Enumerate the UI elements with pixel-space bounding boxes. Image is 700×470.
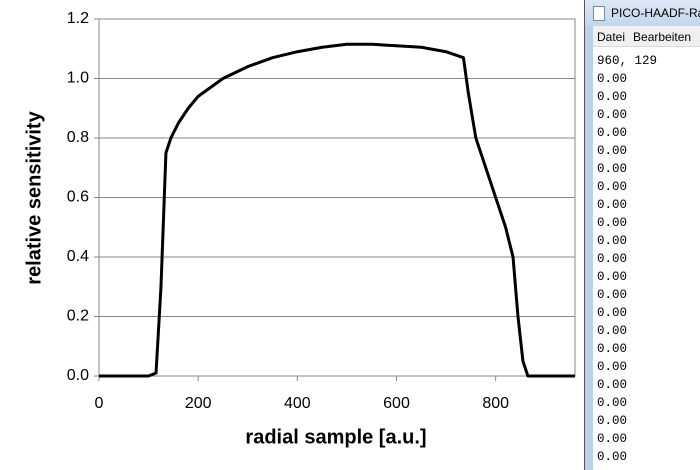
text-line: 0.00 bbox=[597, 324, 628, 338]
text-line: 0.00 bbox=[597, 72, 628, 86]
text-line: 0.00 bbox=[597, 450, 628, 464]
text-line: 0.00 bbox=[597, 198, 628, 212]
text-line: 0.00 bbox=[597, 432, 628, 446]
window-frame bbox=[585, 26, 593, 470]
text-line: 0.00 bbox=[597, 270, 628, 284]
y-tick-label: 0.2 bbox=[67, 308, 89, 325]
x-tick-label: 200 bbox=[185, 395, 212, 412]
text-line: 0.00 bbox=[597, 252, 628, 266]
y-axis-title: relative sensitivity bbox=[23, 110, 45, 284]
text-content: 960, 129 0.00 0.00 0.00 0.00 0.00 0.00 0.00 0.00… bbox=[585, 47, 700, 466]
text-line: 0.00 bbox=[597, 162, 628, 176]
text-line: 0.00 bbox=[597, 108, 628, 122]
menu-item[interactable]: Datei bbox=[597, 30, 626, 44]
text-line: 960, 129 bbox=[597, 54, 658, 68]
text-line: 0.00 bbox=[597, 288, 628, 302]
y-tick-label: 1.0 bbox=[67, 70, 89, 87]
y-tick-label: 0.8 bbox=[67, 129, 89, 146]
y-tick-label: 1.2 bbox=[67, 10, 89, 27]
notepad-window[interactable]: PICO-HAADF-Ra Datei Bearbeiten 960, 129 0.… bbox=[584, 0, 700, 470]
text-line: 0.00 bbox=[597, 216, 628, 230]
text-line: 0.00 bbox=[597, 342, 628, 356]
text-line: 0.00 bbox=[597, 414, 628, 428]
text-line: 0.00 bbox=[597, 396, 628, 410]
text-line: 0.00 bbox=[597, 378, 628, 392]
text-line: 0.00 bbox=[597, 234, 628, 248]
app-icon bbox=[593, 6, 605, 21]
text-line: 0.00 bbox=[597, 144, 628, 158]
window-title: PICO-HAADF-Ra bbox=[611, 6, 700, 20]
x-tick-label: 0 bbox=[95, 395, 104, 412]
x-tick-label: 400 bbox=[284, 395, 311, 412]
chart: radial sample [a.u.] relative sensitivit… bbox=[23, 10, 576, 448]
text-line: 0.00 bbox=[597, 180, 628, 194]
x-axis-title: radial sample [a.u.] bbox=[245, 426, 426, 448]
text-line: 0.00 bbox=[597, 90, 628, 104]
y-tick-label: 0.4 bbox=[67, 248, 89, 265]
title-bar: PICO-HAADF-Ra bbox=[585, 0, 700, 26]
x-tick-label: 600 bbox=[383, 395, 410, 412]
text-line: 0.00 bbox=[597, 306, 628, 320]
x-tick-label: 800 bbox=[482, 395, 509, 412]
text-line: 0.00 bbox=[597, 126, 628, 140]
menu-bar: Datei Bearbeiten bbox=[585, 26, 700, 47]
data-line bbox=[99, 42, 575, 378]
text-line: 0.00 bbox=[597, 360, 628, 374]
menu-item[interactable]: Bearbeiten bbox=[633, 30, 692, 44]
y-tick-label: 0.0 bbox=[67, 367, 89, 384]
y-tick-label: 0.6 bbox=[67, 189, 89, 206]
